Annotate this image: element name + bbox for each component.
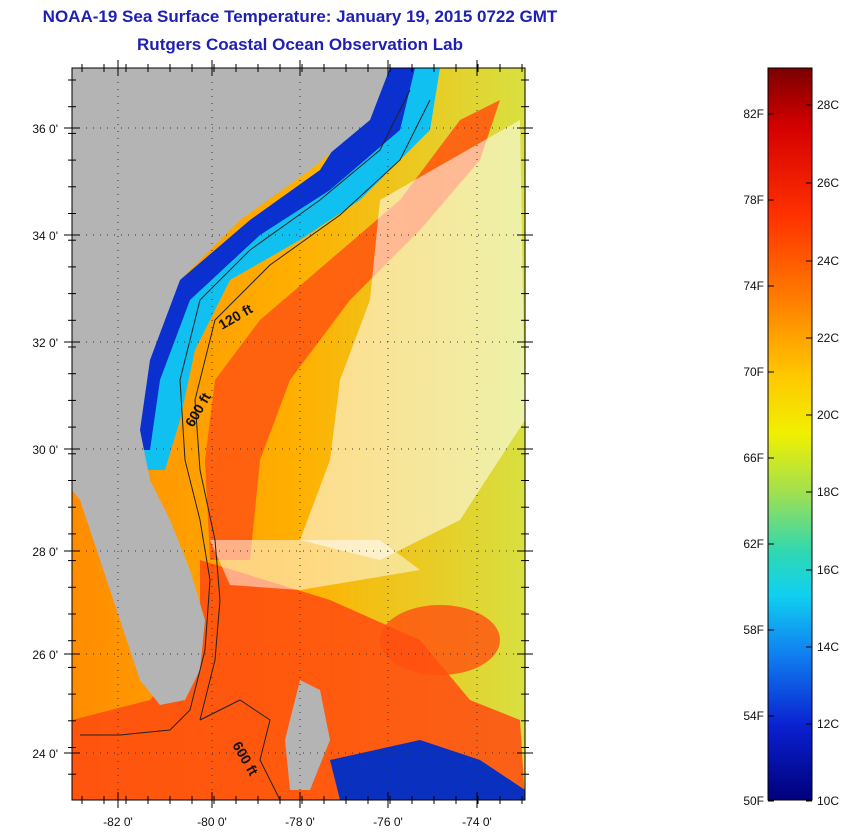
colorbar-c-label: 10C xyxy=(817,794,839,808)
nearshore-water-cold xyxy=(130,68,415,450)
lat-label: 26 0' xyxy=(32,648,58,662)
longitude-axis: -82 0' -80 0' -78 0' -76 0' -74 0' xyxy=(103,815,492,829)
colorbar-f-label: 62F xyxy=(743,537,764,551)
lon-label: -78 0' xyxy=(285,815,315,829)
colorbar-f-label: 58F xyxy=(743,623,764,637)
colorbar-f-label: 74F xyxy=(743,279,764,293)
colorbar-f-label: 82F xyxy=(743,107,764,121)
lat-label: 32 0' xyxy=(32,336,58,350)
contour-600ft xyxy=(194,99,431,721)
colorbar xyxy=(767,67,813,801)
colorbar-f-label: 66F xyxy=(743,451,764,465)
colorbar-f-label: 78F xyxy=(743,193,764,207)
us-southeast-coast-land xyxy=(72,68,390,705)
contour-600ft-south xyxy=(199,699,281,800)
lat-label: 34 0' xyxy=(32,229,58,243)
colorbar-f-label: 50F xyxy=(743,794,764,808)
colorbar-c-label: 28C xyxy=(817,98,839,112)
colorbar-c-label: 16C xyxy=(817,563,839,577)
colorbar-c-label: 12C xyxy=(817,717,839,731)
cloud-cover-bahamas xyxy=(210,540,420,590)
southern-warm-water xyxy=(72,560,525,800)
shelf-water-cold xyxy=(140,68,440,470)
colorbar-c-label: 20C xyxy=(817,408,839,422)
sst-map: 120 ft 600 ft 600 ft xyxy=(72,68,525,800)
latitude-axis: 36 0' 34 0' 32 0' 30 0' 28 0' 26 0' 24 0' xyxy=(32,122,58,761)
map-title: NOAA-19 Sea Surface Temperature: January… xyxy=(42,7,558,26)
lat-label: 36 0' xyxy=(32,122,58,136)
colorbar-c-label: 18C xyxy=(817,485,839,499)
colorbar-c-label: 26C xyxy=(817,176,839,190)
eddy-warm xyxy=(380,605,500,675)
colorbar-fahrenheit-labels: 82F 78F 74F 70F 66F 62F 58F 54F 50F xyxy=(743,107,774,808)
colorbar-c-label: 24C xyxy=(817,254,839,268)
graticule xyxy=(64,60,533,808)
lat-label: 24 0' xyxy=(32,747,58,761)
lon-label: -74 0' xyxy=(462,815,492,829)
map-subtitle: Rutgers Coastal Ocean Observation Lab xyxy=(137,35,463,54)
cloud-cover xyxy=(300,120,525,560)
cuba-land xyxy=(285,680,330,790)
lon-label: -80 0' xyxy=(197,815,227,829)
colorbar-c-label: 14C xyxy=(817,640,839,654)
colorbar-f-label: 70F xyxy=(743,365,764,379)
lon-label: -76 0' xyxy=(373,815,403,829)
contour-120ft xyxy=(80,89,411,736)
colorbar-celsius-labels: 28C 26C 24C 22C 20C 18C 16C 14C 12C 10C xyxy=(806,98,839,808)
lat-label: 28 0' xyxy=(32,545,58,559)
map-frame xyxy=(71,67,526,801)
southern-cold-patch xyxy=(330,740,525,800)
lat-label: 30 0' xyxy=(32,443,58,457)
colorbar-f-label: 54F xyxy=(743,709,764,723)
lon-label: -82 0' xyxy=(103,815,133,829)
colorbar-c-label: 22C xyxy=(817,331,839,345)
